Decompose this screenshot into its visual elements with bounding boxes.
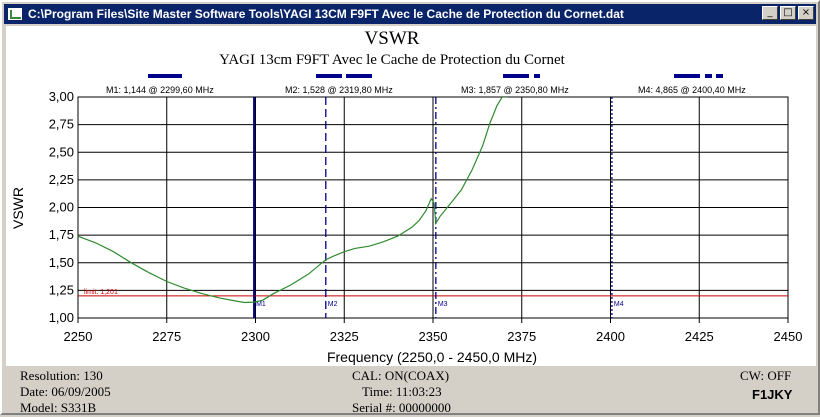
- marker-indicator-bar: [148, 74, 182, 78]
- plot-frame: [77, 96, 789, 319]
- marker-indicator-bar: [716, 74, 723, 78]
- x-tick-label: 2400: [596, 329, 625, 344]
- marker-indicator-bar: [503, 74, 529, 78]
- x-axis-label: Frequency (2250,0 - 2450,0 MHz): [327, 349, 537, 365]
- y-tick-label: 2,50: [49, 144, 74, 159]
- minimize-button[interactable]: _: [762, 6, 778, 20]
- marker-indicator-bar: [346, 74, 372, 78]
- app-icon[interactable]: [7, 7, 23, 21]
- y-tick-label: 1,00: [49, 310, 74, 325]
- marker-indicator-bar: [316, 74, 342, 78]
- marker-tag-m4: M4: [614, 301, 624, 308]
- vswr-chart: VSWR YAGI 13cm F9FT Avec le Cache de Pro…: [10, 28, 803, 365]
- x-tick-label: 2275: [152, 329, 181, 344]
- x-tick-label: 2250: [64, 329, 93, 344]
- vswr-trace: [78, 97, 508, 304]
- y-tick-label: 2,25: [49, 172, 74, 187]
- chart-title: VSWR: [365, 28, 420, 49]
- x-tick-label: 2450: [774, 329, 803, 344]
- chart-subtitle: YAGI 13cm F9FT Avec le Cache de Protecti…: [219, 52, 565, 68]
- date-text: Date: 06/09/2005: [20, 384, 111, 399]
- x-tick-label: 2350: [419, 329, 448, 344]
- y-tick-label: 1,75: [49, 227, 74, 242]
- model-text: Model: S331B: [20, 400, 97, 415]
- y-tick-label: 1,50: [49, 255, 74, 270]
- time-text: Time: 11:03:23: [362, 384, 442, 399]
- close-button[interactable]: ×: [798, 6, 814, 20]
- marker-readout-m3: M3: 1,857 @ 2350,80 MHz: [461, 85, 569, 95]
- chart-area: VSWR YAGI 13cm F9FT Avec le Cache de Pro…: [6, 26, 816, 366]
- marker-indicator-bar: [534, 74, 540, 78]
- serial-text: Serial #: 00000000: [352, 400, 451, 415]
- y-tick-label: 1,25: [49, 282, 74, 297]
- marker-tag-m3: M3: [438, 301, 448, 308]
- cw-text: CW: OFF: [740, 368, 792, 383]
- status-footer: Resolution: 130 Date: 06/09/2005 Model: …: [2, 366, 820, 417]
- marker-indicator-bar: [705, 74, 712, 78]
- maximize-button[interactable]: □: [780, 6, 796, 20]
- title-bar[interactable]: C:\Program Files\Site Master Software To…: [4, 4, 816, 24]
- limit-line-label: limit: 1,201: [84, 289, 118, 296]
- callsign-text: F1JKY: [752, 387, 793, 402]
- marker-tag-m2: M2: [328, 301, 338, 308]
- x-tick-label: 2300: [241, 329, 270, 344]
- marker-readout-m1: M1: 1,144 @ 2299,60 MHz: [106, 85, 214, 95]
- resolution-text: Resolution: 130: [20, 368, 103, 383]
- y-tick-label: 3,00: [49, 89, 74, 104]
- marker-tag-m1: M1: [256, 301, 266, 308]
- x-tick-label: 2425: [685, 329, 714, 344]
- y-axis-label: VSWR: [10, 187, 26, 229]
- x-tick-label: 2375: [507, 329, 536, 344]
- marker-readout-m2: M2: 1,528 @ 2319,80 MHz: [285, 85, 393, 95]
- window-title: C:\Program Files\Site Master Software To…: [28, 7, 624, 21]
- x-tick-label: 2325: [330, 329, 359, 344]
- y-tick-label: 2,00: [49, 200, 74, 215]
- marker-indicator-bar: [674, 74, 700, 78]
- window-controls: _ □ ×: [762, 6, 814, 20]
- y-tick-label: 2,75: [49, 117, 74, 132]
- marker-readout-m4: M4: 4,865 @ 2400,40 MHz: [638, 85, 746, 95]
- cal-text: CAL: ON(COAX): [352, 368, 450, 383]
